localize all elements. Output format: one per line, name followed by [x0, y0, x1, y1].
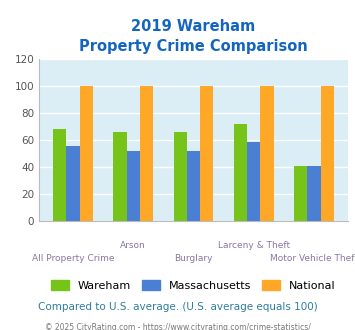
- Title: 2019 Wareham
Property Crime Comparison: 2019 Wareham Property Crime Comparison: [79, 19, 308, 54]
- Bar: [234, 124, 247, 221]
- Bar: [307, 166, 321, 221]
- Text: Arson: Arson: [120, 241, 146, 249]
- Bar: [53, 129, 66, 221]
- Bar: [66, 146, 80, 221]
- Bar: [140, 86, 153, 221]
- Bar: [80, 86, 93, 221]
- Bar: [127, 151, 140, 221]
- Text: Larceny & Theft: Larceny & Theft: [218, 241, 290, 249]
- Text: Compared to U.S. average. (U.S. average equals 100): Compared to U.S. average. (U.S. average …: [38, 302, 317, 312]
- Bar: [247, 142, 260, 221]
- Bar: [260, 86, 274, 221]
- Bar: [294, 166, 307, 221]
- Text: Burglary: Burglary: [174, 254, 213, 263]
- Text: © 2025 CityRating.com - https://www.cityrating.com/crime-statistics/: © 2025 CityRating.com - https://www.city…: [45, 323, 310, 330]
- Text: Motor Vehicle Theft: Motor Vehicle Theft: [270, 254, 355, 263]
- Bar: [187, 151, 200, 221]
- Text: All Property Crime: All Property Crime: [32, 254, 114, 263]
- Bar: [321, 86, 334, 221]
- Bar: [200, 86, 213, 221]
- Bar: [113, 132, 127, 221]
- Bar: [174, 132, 187, 221]
- Legend: Wareham, Massachusetts, National: Wareham, Massachusetts, National: [47, 275, 340, 295]
